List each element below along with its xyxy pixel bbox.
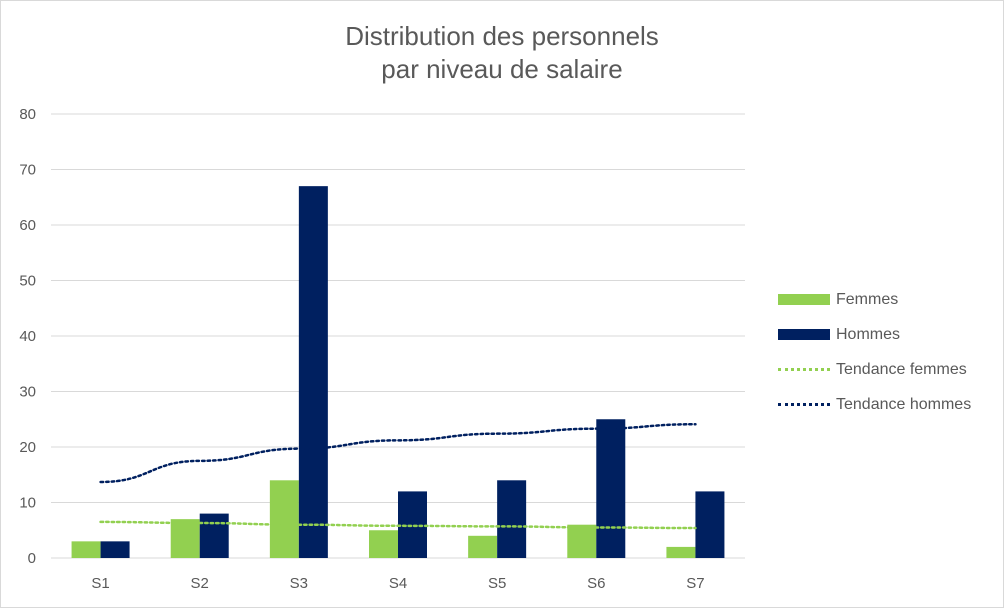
legend-label-tendance-hommes: Tendance hommes: [836, 395, 972, 413]
x-tick-label: S1: [91, 575, 109, 592]
bar-femmes: [269, 480, 299, 558]
legend-label-hommes: Hommes: [836, 325, 901, 343]
y-tick-label: 60: [19, 217, 36, 234]
chart-title-line-2: par niveau de salaire: [381, 54, 623, 84]
legend: Femmes Hommes Tendance femmes Tendance h…: [778, 282, 998, 422]
bar-hommes: [596, 419, 626, 558]
legend-item-hommes: Hommes: [778, 317, 998, 352]
y-tick-label: 30: [19, 384, 36, 401]
y-tick-label: 20: [19, 439, 36, 456]
chart-title-line-1: Distribution des personnels: [345, 21, 659, 51]
bar-femmes: [170, 519, 200, 558]
y-tick-label: 0: [28, 550, 36, 567]
legend-swatch-tendance-hommes: [778, 403, 830, 406]
bar-hommes: [298, 186, 328, 558]
bar-femmes: [567, 524, 597, 558]
bar-hommes: [199, 513, 229, 558]
bar-hommes: [100, 541, 130, 558]
x-tick-label: S7: [686, 575, 704, 592]
bar-hommes: [398, 491, 427, 558]
bar-hommes: [497, 480, 527, 558]
y-tick-label: 40: [19, 328, 36, 345]
bar-femmes: [369, 530, 398, 558]
y-tick-label: 10: [19, 495, 36, 512]
bar-femmes: [71, 541, 101, 558]
x-tick-label: S5: [488, 575, 506, 592]
y-tick-label: 70: [19, 162, 36, 179]
legend-swatch-femmes: [778, 294, 830, 305]
x-tick-label: S4: [389, 575, 407, 592]
legend-swatch-tendance-femmes: [778, 368, 830, 371]
y-tick-label: 80: [19, 106, 36, 123]
legend-swatch-hommes: [778, 329, 830, 340]
legend-item-tendance-femmes: Tendance femmes: [778, 352, 998, 387]
bar-hommes: [695, 491, 725, 558]
bar-femmes: [468, 535, 498, 558]
legend-item-femmes: Femmes: [778, 282, 998, 317]
legend-label-tendance-femmes: Tendance femmes: [836, 360, 967, 378]
trendline-hommes: [99, 422, 697, 484]
y-tick-label: 50: [19, 273, 36, 290]
chart-title: Distribution des personnels par niveau d…: [0, 20, 1004, 86]
legend-item-tendance-hommes: Tendance hommes: [778, 387, 998, 422]
x-tick-label: S6: [587, 575, 605, 592]
legend-label-femmes: Femmes: [836, 290, 899, 308]
x-tick-label: S2: [191, 575, 209, 592]
trendline-femmes: [99, 520, 697, 530]
bar-femmes: [666, 546, 696, 558]
x-tick-label: S3: [290, 575, 308, 592]
